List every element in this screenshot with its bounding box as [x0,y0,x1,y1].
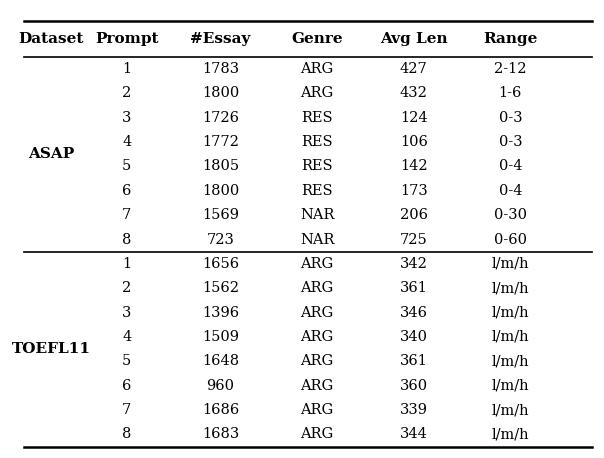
Text: 723: 723 [207,233,234,246]
Text: 1: 1 [122,257,132,271]
Text: 124: 124 [400,111,428,125]
Text: 960: 960 [207,379,234,393]
Text: 340: 340 [400,330,428,344]
Text: 344: 344 [400,427,428,442]
Text: ARG: ARG [300,62,334,76]
Text: RES: RES [301,184,333,198]
Text: 432: 432 [400,87,428,100]
Text: 1686: 1686 [202,403,239,417]
Text: 173: 173 [400,184,428,198]
Text: ARG: ARG [300,330,334,344]
Text: l/m/h: l/m/h [492,330,529,344]
Text: l/m/h: l/m/h [492,281,529,295]
Text: 0-60: 0-60 [494,233,527,246]
Text: ARG: ARG [300,379,334,393]
Text: RES: RES [301,159,333,174]
Text: 6: 6 [122,184,132,198]
Text: 7: 7 [122,208,132,222]
Text: l/m/h: l/m/h [492,354,529,368]
Text: 2: 2 [122,281,132,295]
Text: 1648: 1648 [202,354,239,368]
Text: 361: 361 [400,281,428,295]
Text: ARG: ARG [300,354,334,368]
Text: 427: 427 [400,62,428,76]
Text: RES: RES [301,135,333,149]
Text: 1726: 1726 [202,111,239,125]
Text: 3: 3 [122,305,132,320]
Text: Prompt: Prompt [95,32,159,46]
Text: 342: 342 [400,257,428,271]
Text: l/m/h: l/m/h [492,305,529,320]
Text: Genre: Genre [291,32,343,46]
Text: 1683: 1683 [202,427,239,442]
Text: 1783: 1783 [202,62,239,76]
Text: 360: 360 [400,379,428,393]
Text: NAR: NAR [300,233,334,246]
Text: ARG: ARG [300,403,334,417]
Text: 1656: 1656 [202,257,239,271]
Text: 3: 3 [122,111,132,125]
Text: ASAP: ASAP [28,147,74,161]
Text: ARG: ARG [300,305,334,320]
Text: 1562: 1562 [202,281,239,295]
Text: Avg Len: Avg Len [380,32,448,46]
Text: 2: 2 [122,87,132,100]
Text: 339: 339 [400,403,428,417]
Text: 1509: 1509 [202,330,239,344]
Text: l/m/h: l/m/h [492,427,529,442]
Text: 0-3: 0-3 [498,135,522,149]
Text: ARG: ARG [300,427,334,442]
Text: 142: 142 [400,159,428,174]
Text: ARG: ARG [300,257,334,271]
Text: 4: 4 [122,330,132,344]
Text: 2-12: 2-12 [494,62,527,76]
Text: RES: RES [301,111,333,125]
Text: 0-4: 0-4 [499,159,522,174]
Text: ARG: ARG [300,87,334,100]
Text: 6: 6 [122,379,132,393]
Text: l/m/h: l/m/h [492,257,529,271]
Text: 106: 106 [400,135,428,149]
Text: NAR: NAR [300,208,334,222]
Text: 0-4: 0-4 [499,184,522,198]
Text: 8: 8 [122,427,132,442]
Text: 361: 361 [400,354,428,368]
Text: 1800: 1800 [202,184,239,198]
Text: #Essay: #Essay [190,32,251,46]
Text: 4: 4 [122,135,132,149]
Text: 8: 8 [122,233,132,246]
Text: 1772: 1772 [202,135,239,149]
Text: 1-6: 1-6 [499,87,522,100]
Text: 1800: 1800 [202,87,239,100]
Text: 5: 5 [122,354,132,368]
Text: 1: 1 [122,62,132,76]
Text: Range: Range [483,32,538,46]
Text: 206: 206 [400,208,428,222]
Text: l/m/h: l/m/h [492,403,529,417]
Text: 1569: 1569 [202,208,239,222]
Text: 7: 7 [122,403,132,417]
Text: 0-30: 0-30 [494,208,527,222]
Text: 1396: 1396 [202,305,239,320]
Text: ARG: ARG [300,281,334,295]
Text: TOEFL11: TOEFL11 [12,342,91,356]
Text: l/m/h: l/m/h [492,379,529,393]
Text: Dataset: Dataset [19,32,84,46]
Text: 346: 346 [400,305,428,320]
Text: 1805: 1805 [202,159,239,174]
Text: 0-3: 0-3 [498,111,522,125]
Text: 725: 725 [400,233,428,246]
Text: 5: 5 [122,159,132,174]
